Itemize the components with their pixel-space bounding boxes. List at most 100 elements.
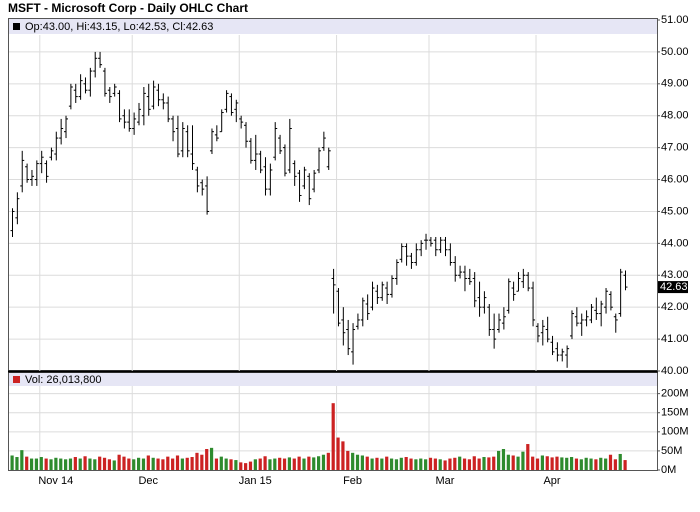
- volume-bar: [156, 458, 160, 470]
- volume-bar: [20, 450, 24, 470]
- volume-bar: [258, 458, 262, 470]
- volume-bar: [555, 456, 559, 470]
- volume-bar: [385, 456, 389, 470]
- volume-bar: [224, 458, 228, 470]
- volume-bar: [136, 457, 141, 470]
- volume-bar: [599, 457, 603, 470]
- volume-bar: [161, 459, 165, 470]
- volume-bar: [492, 456, 496, 470]
- volume-bar: [375, 457, 379, 470]
- volume-bar: [141, 458, 146, 470]
- volume-bar: [83, 456, 87, 470]
- volume-bar: [107, 459, 112, 470]
- volume-bar: [29, 458, 34, 470]
- volume-bar: [34, 458, 39, 470]
- volume-bar: [234, 460, 238, 470]
- volume-bar: [594, 459, 598, 470]
- volume-bar: [317, 456, 321, 470]
- volume-bar: [389, 458, 394, 470]
- y-tick-label: 41.00: [661, 333, 689, 345]
- volume-bar: [574, 458, 579, 470]
- volume-bar: [239, 462, 243, 470]
- y-tick-label: 51.00: [661, 14, 689, 26]
- volume-bar: [399, 457, 403, 470]
- volume-legend-box: [9, 373, 657, 386]
- y-tick-label: 100M: [661, 426, 689, 438]
- volume-bar: [487, 457, 491, 470]
- y-tick-label: 47.00: [661, 142, 689, 154]
- volume-bar: [540, 455, 544, 470]
- volume-bar: [531, 456, 535, 470]
- volume-bar: [360, 455, 364, 470]
- price-legend-box: [9, 19, 657, 34]
- chart-title: MSFT - Microsoft Corp - Daily OHLC Chart: [8, 1, 248, 15]
- y-tick-label: 45.00: [661, 205, 689, 217]
- y-tick-label: 46.00: [661, 173, 689, 185]
- grid: [9, 35, 657, 470]
- y-tick-label: 50M: [661, 445, 682, 457]
- volume-bar: [117, 454, 121, 470]
- volume-bar: [579, 459, 583, 470]
- volume-bar: [424, 459, 428, 470]
- volume-bar: [365, 456, 369, 470]
- y-tick-label: 44.00: [661, 237, 689, 249]
- volume-bar: [497, 450, 501, 470]
- volume-bar: [433, 458, 437, 470]
- volume-bar: [88, 458, 92, 470]
- volume-bar: [618, 453, 622, 470]
- volume-bar: [336, 437, 340, 470]
- volume-bar: [608, 454, 613, 470]
- volume-bar: [584, 457, 588, 470]
- volume-bar: [467, 459, 472, 470]
- volume-bar: [506, 454, 510, 470]
- y-tick-label: 42.00: [661, 301, 689, 313]
- volume-bar: [166, 456, 170, 470]
- y-tick-label: 48.00: [661, 110, 689, 122]
- volume-bar: [458, 456, 462, 470]
- volume-bar: [132, 459, 136, 470]
- volume-bar: [190, 457, 194, 470]
- volume-bar: [195, 452, 199, 470]
- volume-bar: [248, 461, 253, 470]
- volume-bar: [214, 458, 219, 470]
- volume-bar: [185, 457, 189, 470]
- volume-bar: [511, 455, 515, 470]
- volume-bar: [380, 458, 384, 470]
- volume-bar: [565, 457, 569, 470]
- x-tick-label: Nov 14: [38, 475, 73, 487]
- volume-bar: [355, 454, 360, 470]
- volume-bar: [273, 458, 277, 470]
- volume-bar: [472, 456, 476, 470]
- volume-bar: [297, 456, 301, 470]
- volume-bar: [419, 458, 423, 470]
- volume-bar: [341, 441, 345, 470]
- y-tick-label: 50.00: [661, 46, 689, 58]
- volume-bar: [146, 455, 150, 470]
- volume-bar: [44, 458, 48, 470]
- volume-bar: [287, 457, 292, 470]
- volume-bar: [49, 459, 53, 470]
- volume-bar: [569, 457, 574, 470]
- volume-bar: [151, 457, 155, 470]
- volume-bar: [98, 456, 102, 470]
- volume-bar: [462, 458, 467, 470]
- volume-bar: [414, 459, 418, 470]
- x-tick-label: Jan 15: [239, 475, 272, 487]
- y-tick-label: 200M: [661, 388, 689, 400]
- volume-bar: [535, 458, 540, 470]
- volume-bar: [312, 457, 316, 470]
- volume-bar: [268, 459, 272, 470]
- volume-bar: [112, 460, 116, 470]
- volume-bar: [623, 460, 627, 470]
- volume-bar: [302, 458, 306, 470]
- volume-bar: [560, 457, 564, 470]
- volume-bar: [64, 459, 68, 470]
- volume-bar: [78, 458, 82, 470]
- volume-bar: [526, 444, 530, 470]
- volume-bar: [346, 450, 350, 470]
- volume-bar: [321, 454, 326, 470]
- volume-bar: [521, 451, 525, 470]
- x-tick-label: Feb: [343, 475, 362, 487]
